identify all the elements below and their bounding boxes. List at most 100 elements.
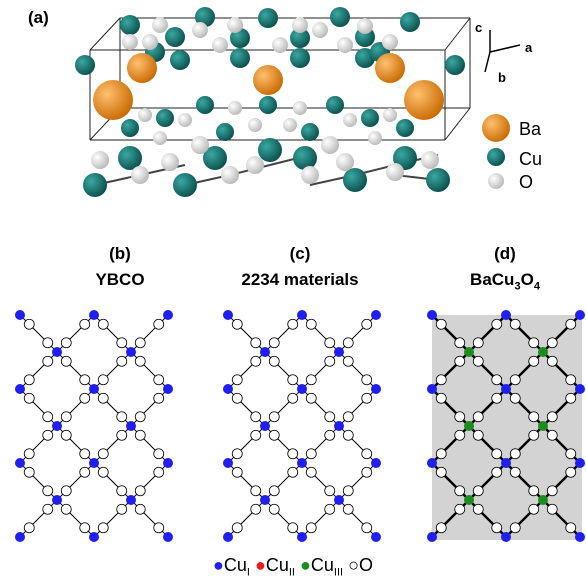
o-atom bbox=[312, 22, 328, 38]
o-site bbox=[134, 355, 146, 367]
o-atom bbox=[178, 113, 192, 127]
o-site bbox=[116, 429, 128, 441]
o-site bbox=[23, 392, 35, 404]
o-site bbox=[153, 448, 165, 460]
cu-site bbox=[427, 532, 437, 542]
o-site bbox=[454, 485, 466, 497]
cu-site bbox=[163, 310, 173, 320]
o-site bbox=[231, 522, 243, 534]
panel-d-background bbox=[432, 315, 582, 540]
o-site bbox=[268, 411, 280, 423]
o-site bbox=[454, 355, 466, 367]
cu-site bbox=[464, 495, 474, 505]
o-site bbox=[435, 448, 447, 460]
cell-edge bbox=[444, 17, 471, 51]
cu-site bbox=[501, 532, 511, 542]
o-site bbox=[361, 466, 373, 478]
o-atom bbox=[131, 166, 149, 184]
cu-site bbox=[163, 532, 173, 542]
o-site bbox=[472, 429, 484, 441]
panel-c-label: (c) bbox=[289, 244, 311, 263]
o-site bbox=[231, 448, 243, 460]
cu-atom bbox=[290, 48, 310, 68]
cu-site bbox=[334, 347, 344, 357]
o-atom bbox=[283, 118, 297, 132]
o-site bbox=[361, 318, 373, 330]
o-site bbox=[361, 448, 373, 460]
o-site bbox=[565, 448, 577, 460]
o-atom bbox=[337, 37, 353, 53]
legend-cu2: ●CuII bbox=[254, 555, 295, 579]
o-site bbox=[42, 503, 54, 515]
o-site bbox=[509, 522, 521, 534]
bottom-legend: ●CuI ●CuII ●CuIII ○O bbox=[0, 555, 586, 579]
o-site bbox=[435, 522, 447, 534]
legend-ba-label: Ba bbox=[519, 119, 542, 139]
o-site bbox=[435, 392, 447, 404]
o-site bbox=[97, 374, 109, 386]
o-site bbox=[250, 485, 262, 497]
cu-atom bbox=[301, 123, 319, 141]
o-site bbox=[546, 411, 558, 423]
o-site bbox=[60, 337, 72, 349]
o-site bbox=[60, 485, 72, 497]
o-site bbox=[454, 503, 466, 515]
o-site bbox=[472, 355, 484, 367]
o-atom bbox=[293, 101, 307, 115]
o-site bbox=[565, 522, 577, 534]
o-site bbox=[97, 448, 109, 460]
o-site bbox=[342, 411, 354, 423]
legend-cu-icon bbox=[487, 148, 505, 166]
o-site bbox=[153, 392, 165, 404]
cu-site bbox=[538, 495, 548, 505]
o-atom bbox=[246, 156, 264, 174]
o-site bbox=[231, 392, 243, 404]
cu-site bbox=[223, 458, 233, 468]
o-site bbox=[97, 522, 109, 534]
legend-cu-label: Cu bbox=[519, 149, 543, 169]
cu-site bbox=[297, 310, 307, 320]
o-site bbox=[134, 485, 146, 497]
o-site bbox=[250, 411, 262, 423]
o-site bbox=[454, 337, 466, 349]
o-site bbox=[79, 448, 91, 460]
cu-site bbox=[223, 384, 233, 394]
cu-site bbox=[163, 384, 173, 394]
o-site bbox=[268, 503, 280, 515]
panel-b-label: (b) bbox=[109, 244, 131, 263]
cu-atom bbox=[203, 146, 227, 170]
cu-site bbox=[371, 532, 381, 542]
o-site bbox=[60, 411, 72, 423]
o-site bbox=[42, 337, 54, 349]
ba-atom bbox=[253, 65, 283, 95]
cu-site bbox=[371, 310, 381, 320]
o-site bbox=[472, 337, 484, 349]
o-site bbox=[231, 318, 243, 330]
o-site bbox=[23, 448, 35, 460]
o-site bbox=[116, 355, 128, 367]
o-atom bbox=[272, 37, 288, 53]
o-site bbox=[435, 318, 447, 330]
o-site bbox=[268, 337, 280, 349]
cu-site bbox=[89, 532, 99, 542]
o-site bbox=[305, 522, 317, 534]
cu-site bbox=[575, 310, 585, 320]
cu-site bbox=[52, 495, 62, 505]
o-site bbox=[250, 337, 262, 349]
cu-atom bbox=[355, 48, 375, 68]
cu-site bbox=[297, 384, 307, 394]
o-atom bbox=[421, 151, 439, 169]
cu-atom bbox=[120, 15, 140, 35]
o-site bbox=[509, 318, 521, 330]
cu-site bbox=[297, 532, 307, 542]
o-site bbox=[435, 374, 447, 386]
o-site bbox=[287, 466, 299, 478]
o-site bbox=[268, 355, 280, 367]
o-site bbox=[97, 392, 109, 404]
o-atom bbox=[152, 17, 168, 33]
axis-b-arrow bbox=[484, 51, 491, 73]
cu-site bbox=[163, 458, 173, 468]
o-site bbox=[546, 355, 558, 367]
ba-atom bbox=[93, 80, 133, 120]
o-site bbox=[546, 485, 558, 497]
